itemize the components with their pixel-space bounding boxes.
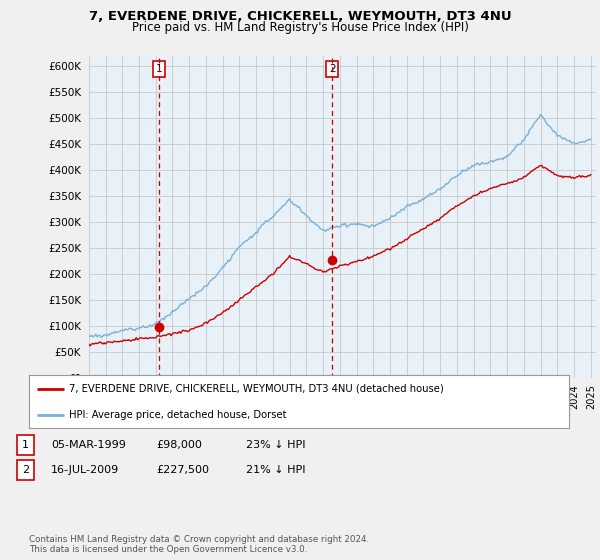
Text: £98,000: £98,000 — [156, 440, 202, 450]
Text: 2: 2 — [22, 465, 29, 475]
Text: Price paid vs. HM Land Registry's House Price Index (HPI): Price paid vs. HM Land Registry's House … — [131, 21, 469, 34]
Text: 7, EVERDENE DRIVE, CHICKERELL, WEYMOUTH, DT3 4NU: 7, EVERDENE DRIVE, CHICKERELL, WEYMOUTH,… — [89, 10, 511, 23]
Text: 21% ↓ HPI: 21% ↓ HPI — [246, 465, 305, 475]
Text: 16-JUL-2009: 16-JUL-2009 — [51, 465, 119, 475]
Text: £227,500: £227,500 — [156, 465, 209, 475]
Text: 23% ↓ HPI: 23% ↓ HPI — [246, 440, 305, 450]
Text: 2: 2 — [329, 64, 335, 74]
Text: 05-MAR-1999: 05-MAR-1999 — [51, 440, 126, 450]
Text: 1: 1 — [155, 64, 162, 74]
Text: Contains HM Land Registry data © Crown copyright and database right 2024.
This d: Contains HM Land Registry data © Crown c… — [29, 535, 369, 554]
Text: 7, EVERDENE DRIVE, CHICKERELL, WEYMOUTH, DT3 4NU (detached house): 7, EVERDENE DRIVE, CHICKERELL, WEYMOUTH,… — [70, 384, 444, 394]
Text: 1: 1 — [22, 440, 29, 450]
Text: HPI: Average price, detached house, Dorset: HPI: Average price, detached house, Dors… — [70, 410, 287, 420]
